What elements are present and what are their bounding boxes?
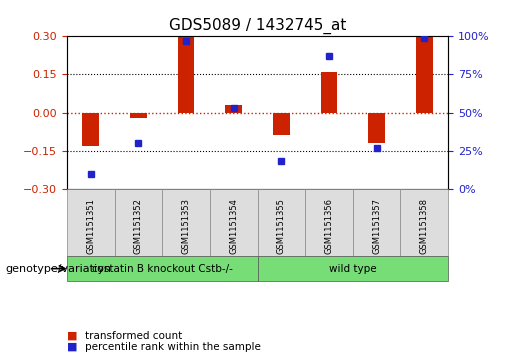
Text: cystatin B knockout Cstb-/-: cystatin B knockout Cstb-/- <box>92 264 233 274</box>
Bar <box>82 113 99 146</box>
Bar <box>130 113 147 118</box>
Text: GSM1151356: GSM1151356 <box>324 198 333 254</box>
Bar <box>368 113 385 143</box>
Text: GSM1151352: GSM1151352 <box>134 198 143 254</box>
Bar <box>321 72 337 113</box>
Text: GSM1151354: GSM1151354 <box>229 198 238 254</box>
Bar <box>226 105 242 113</box>
Bar <box>273 113 289 135</box>
Text: GDS5089 / 1432745_at: GDS5089 / 1432745_at <box>169 18 346 34</box>
Text: percentile rank within the sample: percentile rank within the sample <box>85 342 261 352</box>
Text: ■: ■ <box>67 342 77 352</box>
Text: wild type: wild type <box>329 264 376 274</box>
Text: transformed count: transformed count <box>85 331 182 341</box>
Text: GSM1151357: GSM1151357 <box>372 198 381 254</box>
Text: ■: ■ <box>67 331 77 341</box>
Text: GSM1151358: GSM1151358 <box>420 198 428 254</box>
Text: GSM1151355: GSM1151355 <box>277 198 286 254</box>
Text: genotype/variation: genotype/variation <box>5 264 111 274</box>
Text: GSM1151351: GSM1151351 <box>87 198 95 254</box>
Text: GSM1151353: GSM1151353 <box>182 198 191 254</box>
Bar <box>178 36 194 113</box>
Bar <box>416 36 433 113</box>
